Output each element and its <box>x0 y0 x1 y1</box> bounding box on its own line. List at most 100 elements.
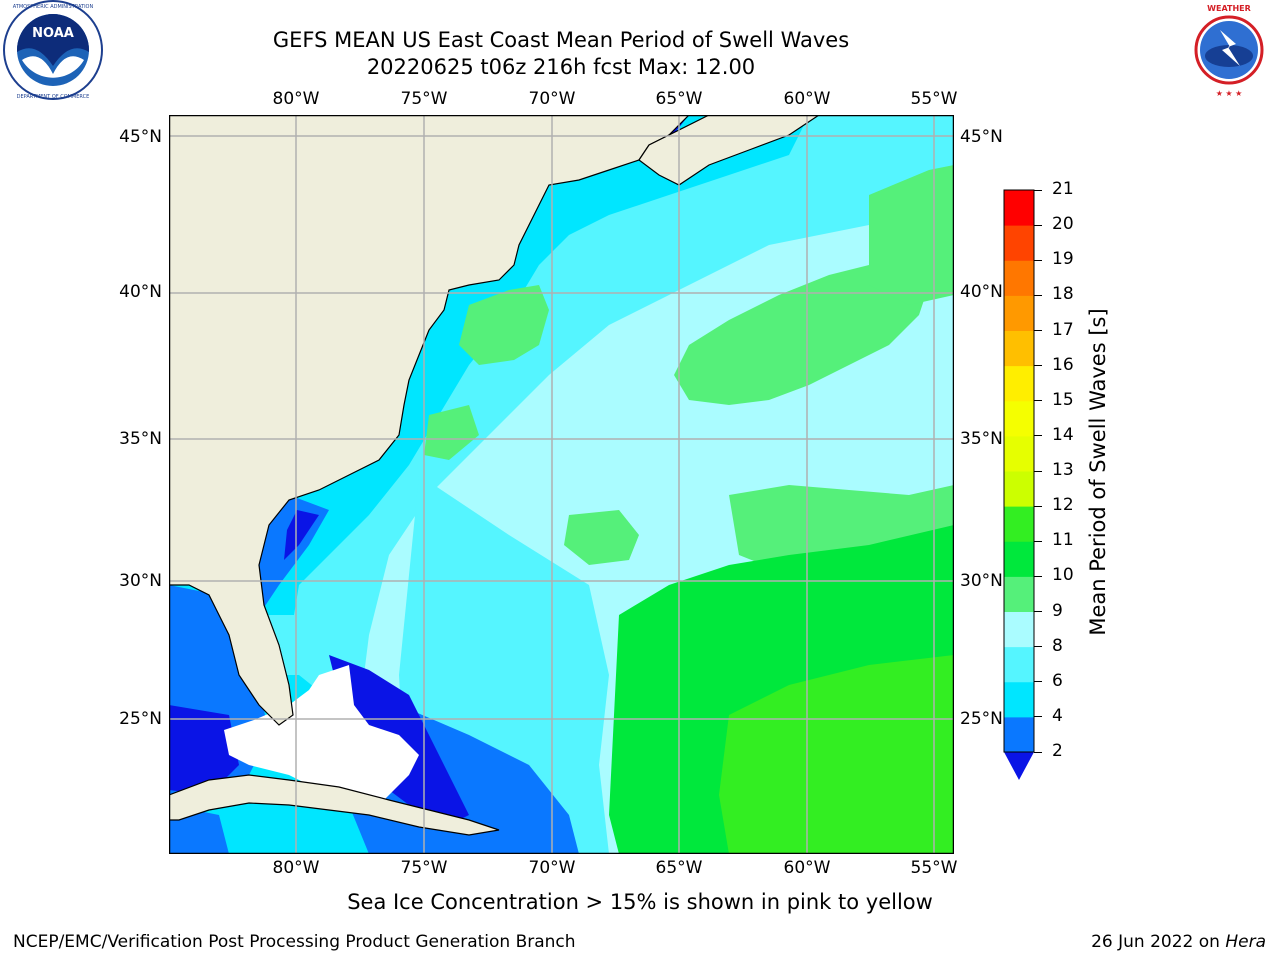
colorbar-tick-label: 20 <box>1052 214 1074 235</box>
land-cuba <box>169 774 500 836</box>
colorbar-bin-2-4 <box>1004 716 1034 753</box>
colorbar-tick-label: 21 <box>1052 179 1074 199</box>
colorbar-tick-mark <box>1034 224 1042 226</box>
colorbar-tick-label: 11 <box>1052 530 1074 551</box>
colorbar-label: Mean Period of Swell Waves [s] <box>1086 308 1110 636</box>
colorbar-bin-10-11 <box>1004 541 1034 577</box>
colorbar-tick-mark <box>1034 681 1042 683</box>
colorbar-bin-4-6 <box>1004 681 1034 718</box>
colorbar-tick-mark <box>1034 716 1042 718</box>
colorbar-tick-mark <box>1034 575 1042 577</box>
lat-label-right-40n: 40°N <box>960 282 1003 302</box>
colorbar-tick-label: 12 <box>1052 495 1074 516</box>
lat-label-left-40n: 40°N <box>119 282 162 302</box>
map-title: GEFS MEAN US East Coast Mean Period of S… <box>272 28 850 52</box>
colorbar-tick-label: 6 <box>1052 670 1063 691</box>
svg-text:★ ★ ★: ★ ★ ★ <box>1216 89 1243 98</box>
date-text: 26 Jun 2022 on <box>1091 932 1226 952</box>
colorbar-bin-14-15 <box>1004 400 1034 437</box>
colorbar-tick-mark <box>1034 189 1042 191</box>
lon-label-bottom-55w: 55°W <box>910 858 958 878</box>
swell-9-10s-patch-north <box>459 285 549 365</box>
lat-label-left-30n: 30°N <box>119 571 162 591</box>
machine-name: Hera <box>1225 932 1266 952</box>
colorbar-bin-16-17 <box>1004 330 1034 367</box>
swell-under-2s-georgia <box>284 510 319 560</box>
map-frame <box>169 115 954 854</box>
colorbar-tick-label: 18 <box>1052 284 1074 305</box>
colorbar-bin-18-19 <box>1004 260 1034 296</box>
colorbar-tick-mark <box>1034 294 1042 296</box>
colorbar-tick-mark <box>1034 259 1042 261</box>
lat-label-left-45n: 45°N <box>119 127 162 147</box>
land-north-america <box>169 115 690 726</box>
lat-label-left-25n: 25°N <box>119 709 162 729</box>
svg-text:WEATHER: WEATHER <box>1207 4 1251 13</box>
lon-label-top-75w: 75°W <box>400 89 448 109</box>
date-stamp: 26 Jun 2022 on Hera <box>1091 932 1266 952</box>
lon-label-top-60w: 60°W <box>783 89 831 109</box>
map-panel <box>169 115 954 854</box>
colorbar-tick-label: 16 <box>1052 354 1074 375</box>
colorbar-tick-label: 13 <box>1052 460 1074 480</box>
colorbar-bin-12-13 <box>1004 471 1034 507</box>
colorbar-under-triangle <box>1004 752 1034 780</box>
lat-label-right-35n: 35°N <box>960 429 1003 449</box>
colorbar-tick-mark <box>1034 365 1042 367</box>
colorbar-tick-label: 2 <box>1052 741 1063 761</box>
colorbar-tick-label: 8 <box>1052 635 1063 656</box>
land-nova-scotia <box>638 115 821 186</box>
colorbar-tick-mark <box>1034 646 1042 648</box>
lon-label-top-55w: 55°W <box>910 89 958 109</box>
colorbar-tick-label: 15 <box>1052 389 1074 410</box>
colorbar-bin-6-8 <box>1004 646 1034 683</box>
sea-ice-note-text: Sea Ice Concentration > 15% is shown in … <box>347 890 933 914</box>
lat-label-right-30n: 30°N <box>960 571 1003 591</box>
noaa-logo-icon: NOAA ATMOSPHERIC ADMINISTRATION DEPARTME… <box>3 0 103 100</box>
swell-9-10s-patch-central <box>564 510 639 565</box>
lon-label-top-70w: 70°W <box>528 89 576 109</box>
lat-label-right-45n: 45°N <box>960 127 1003 147</box>
swell-9-10s-patch-mid <box>424 405 479 460</box>
svg-text:DEPARTMENT OF COMMERCE: DEPARTMENT OF COMMERCE <box>17 94 90 100</box>
colorbar-tick-mark <box>1034 470 1042 472</box>
colorbar-bin-8-9 <box>1004 611 1034 648</box>
colorbar-tick-mark <box>1034 330 1042 331</box>
colorbar-tick-label: 9 <box>1052 600 1063 621</box>
colorbar-tick-label: 19 <box>1052 249 1074 270</box>
excluded-shallow-area <box>224 665 419 815</box>
credit-text: NCEP/EMC/Verification Post Processing Pr… <box>13 932 576 952</box>
colorbar-bin-19-20 <box>1004 225 1034 261</box>
swell-9-10s-patch-northeast <box>674 265 929 405</box>
graticule <box>169 115 954 854</box>
sea-ice-note: Sea Ice Concentration > 15% is shown in … <box>0 890 1280 914</box>
colorbar-tick-label: 17 <box>1052 319 1074 340</box>
svg-text:ATMOSPHERIC ADMINISTRATION: ATMOSPHERIC ADMINISTRATION <box>13 4 94 10</box>
colorbar-tick-mark <box>1034 751 1042 753</box>
lon-label-bottom-70w: 70°W <box>528 858 576 878</box>
colorbar-bin-20-21 <box>1004 190 1034 226</box>
colorbar <box>1003 189 1035 780</box>
lon-label-bottom-75w: 75°W <box>400 858 448 878</box>
colorbar-tick-label: 14 <box>1052 424 1074 445</box>
map-subtitle: 20220625 t06z 216h fcst Max: 12.00 <box>366 55 756 79</box>
colorbar-bin-13-14 <box>1004 435 1034 472</box>
colorbar-tick-mark <box>1034 435 1042 437</box>
lon-label-top-65w: 65°W <box>655 89 703 109</box>
colorbar-bin-11-12 <box>1004 506 1034 542</box>
colorbar-bin-15-16 <box>1004 365 1034 402</box>
swell-under-2s-florida-strait <box>169 705 239 795</box>
colorbar-tick-mark <box>1034 611 1042 612</box>
colorbar-tick-label: 10 <box>1052 565 1074 586</box>
colorbar-bin-9-10 <box>1004 576 1034 612</box>
svg-text:NOAA: NOAA <box>32 26 74 41</box>
colorbar-tick-mark <box>1034 505 1042 507</box>
lon-label-top-80w: 80°W <box>272 89 320 109</box>
lon-label-bottom-80w: 80°W <box>272 858 320 878</box>
colorbar-tick-label: 4 <box>1052 705 1063 726</box>
lon-label-bottom-60w: 60°W <box>783 858 831 878</box>
lat-label-right-25n: 25°N <box>960 709 1003 729</box>
swell-9-10s-patch-far-northeast <box>869 165 954 305</box>
lon-label-bottom-65w: 65°W <box>655 858 703 878</box>
swell-11-12s-southeast <box>719 655 954 854</box>
